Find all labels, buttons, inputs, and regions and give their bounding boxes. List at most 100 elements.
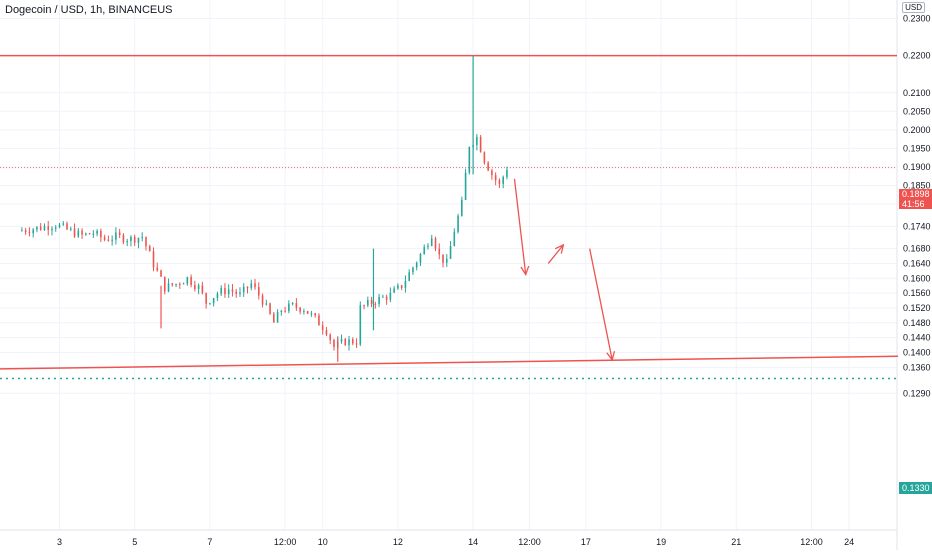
price-tick-label: 0.1520 <box>903 303 931 313</box>
support-level-value: 0.1330 <box>902 483 930 493</box>
candle-body <box>73 228 76 237</box>
price-tick-label: 0.1900 <box>903 162 931 172</box>
candle-body <box>348 339 350 346</box>
candle-body <box>461 199 463 216</box>
candle-body <box>145 237 147 247</box>
candle-body <box>306 311 309 314</box>
price-tick-label: 0.1400 <box>903 347 931 357</box>
candle-body <box>374 303 377 305</box>
candle-body <box>340 339 343 342</box>
candle-body <box>476 136 478 146</box>
price-tick-label: 0.2100 <box>903 88 931 98</box>
candle-body <box>250 283 253 289</box>
candle-body <box>152 251 155 268</box>
time-tick-label: 12:00 <box>800 537 823 547</box>
candle-body <box>92 233 95 235</box>
candle-body <box>231 289 234 292</box>
price-tick-label: 0.1360 <box>903 362 931 372</box>
candle-body <box>126 241 128 243</box>
candle-body <box>393 288 395 293</box>
candle-body <box>54 227 57 229</box>
candle-body <box>404 280 407 289</box>
candle-body <box>344 339 347 346</box>
price-tick-label: 0.1680 <box>903 244 931 254</box>
candle-body <box>21 230 23 232</box>
candle-body <box>209 303 211 305</box>
candle-body <box>69 228 72 230</box>
candle-body <box>359 305 362 345</box>
candle-body <box>269 303 271 314</box>
candle-body <box>24 230 27 233</box>
candle-body <box>51 228 53 231</box>
candle-body <box>506 169 508 177</box>
candle-body <box>438 248 441 255</box>
candle-body <box>137 238 140 243</box>
time-tick-label: 12:00 <box>518 537 541 547</box>
candle-body <box>171 283 174 286</box>
time-tick-label: 14 <box>468 537 478 547</box>
candle-body <box>111 239 113 241</box>
candle-body <box>430 238 433 246</box>
price-tick-label: 0.1950 <box>903 143 931 153</box>
currency-label[interactable]: USD <box>902 2 925 13</box>
price-tick-label: 0.2200 <box>903 51 931 61</box>
projection-arrow <box>589 248 613 361</box>
candle-body <box>118 232 121 235</box>
time-tick-label: 12:00 <box>274 537 297 547</box>
candle-body <box>288 303 290 312</box>
candle-body <box>442 254 444 263</box>
candle-body <box>212 298 215 304</box>
time-tick-label: 12 <box>393 537 403 547</box>
candle-body <box>85 233 87 235</box>
candle-body <box>58 224 61 228</box>
candle-body <box>291 303 294 305</box>
symbol-title[interactable]: Dogecoin / USD, 1h, BINANCEUS <box>5 4 173 16</box>
candle-body <box>32 229 34 234</box>
candle-body <box>103 237 106 240</box>
candle-body <box>77 230 80 237</box>
candle-body <box>498 180 501 184</box>
candle-body <box>197 285 200 290</box>
candle-body <box>276 312 279 323</box>
price-tick-label: 0.2300 <box>903 14 931 24</box>
candle-body <box>130 236 132 242</box>
candle-body <box>464 172 467 200</box>
candle-body <box>449 246 452 259</box>
time-tick-label: 21 <box>731 537 741 547</box>
candle-body <box>415 262 418 268</box>
candle-body <box>160 270 162 277</box>
candle-body <box>355 343 358 345</box>
time-tick-label: 3 <box>57 537 62 547</box>
candle-body <box>107 239 110 241</box>
price-tick-label: 0.1290 <box>903 388 931 398</box>
candle-body <box>273 313 275 323</box>
candle-body <box>66 223 68 230</box>
last-price-tag: 0.1898 41:56 <box>899 189 932 209</box>
candle-body <box>284 310 286 312</box>
candle-body <box>445 258 448 263</box>
candle-body <box>333 340 335 347</box>
price-tick-label: 0.1740 <box>903 221 931 231</box>
candle-body <box>453 231 456 247</box>
price-tick-label: 0.1640 <box>903 258 931 268</box>
candle-body <box>47 226 50 231</box>
candle-body <box>280 310 283 313</box>
candle-body <box>141 237 144 239</box>
candle-body <box>385 296 388 300</box>
candle-body <box>235 291 238 294</box>
projection-arrow <box>547 244 564 264</box>
time-tick-label: 10 <box>318 537 328 547</box>
candle-body <box>400 285 403 289</box>
candle-body <box>115 232 117 240</box>
candle-body <box>363 305 365 307</box>
candle-body <box>389 292 392 300</box>
candle-body <box>325 329 328 335</box>
candle-body <box>190 277 192 285</box>
candle-body <box>43 226 46 230</box>
candle-body <box>265 303 268 305</box>
candle-body <box>303 311 305 313</box>
candle-body <box>479 136 482 153</box>
candle-body <box>81 230 83 235</box>
